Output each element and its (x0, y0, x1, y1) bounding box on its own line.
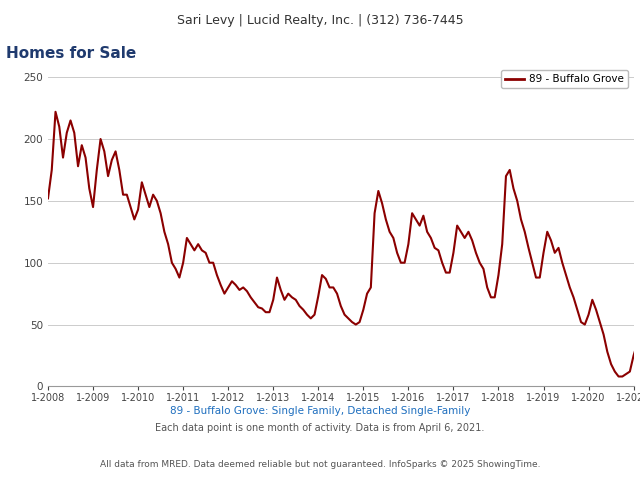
Text: 89 - Buffalo Grove: Single Family, Detached Single-Family: 89 - Buffalo Grove: Single Family, Detac… (170, 406, 470, 416)
Text: Each data point is one month of activity. Data is from April 6, 2021.: Each data point is one month of activity… (156, 423, 484, 433)
Legend: 89 - Buffalo Grove: 89 - Buffalo Grove (501, 70, 628, 88)
Text: Homes for Sale: Homes for Sale (6, 46, 137, 60)
Text: All data from MRED. Data deemed reliable but not guaranteed. InfoSparks © 2025 S: All data from MRED. Data deemed reliable… (100, 460, 540, 469)
Text: Sari Levy | Lucid Realty, Inc. | (312) 736-7445: Sari Levy | Lucid Realty, Inc. | (312) 7… (177, 14, 463, 27)
